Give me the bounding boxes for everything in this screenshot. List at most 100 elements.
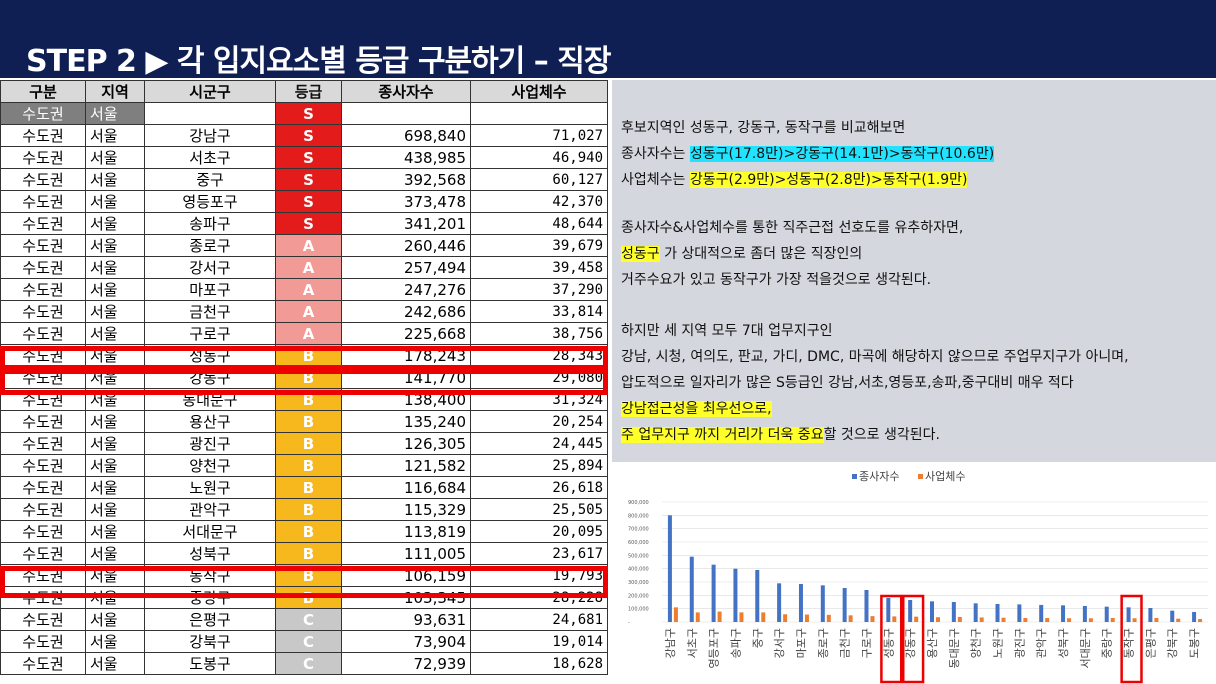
cell-district: 금천구 — [144, 300, 276, 323]
subheader-employees — [341, 102, 471, 125]
table-row: 수도권 서울 강북구 C 73,904 19,014 — [0, 630, 608, 653]
chart-bar — [733, 568, 738, 622]
chart-bar — [804, 614, 809, 622]
cell-region: 서울 — [85, 432, 145, 455]
grade-badge: A — [275, 234, 342, 257]
grade-badge: B — [275, 454, 342, 477]
cell-category: 수도권 — [0, 212, 86, 235]
cell-employees: 242,686 — [341, 300, 471, 323]
highlighted-text: 강남접근성을 최우선으로, — [621, 401, 772, 417]
highlight-box — [880, 594, 903, 684]
analysis-text: 가 상대적으로 좀더 많은 직장인의 — [659, 246, 863, 262]
x-tick-label: 중랑구 — [1101, 628, 1114, 658]
chart-bar — [870, 616, 875, 622]
cell-region: 서울 — [85, 476, 145, 499]
cell-category: 수도권 — [0, 498, 86, 521]
chart-bar — [1170, 610, 1175, 622]
chart-bar — [1104, 606, 1109, 622]
cell-region: 서울 — [85, 124, 145, 147]
cell-district: 서초구 — [144, 146, 276, 169]
x-tick-label: 도봉구 — [1188, 628, 1201, 658]
x-tick-label: 종로구 — [817, 628, 830, 658]
table-row: 수도권 서울 종로구 A 260,446 39,679 — [0, 234, 608, 257]
highlighted-text: 강동구(2.9만)>성동구(2.8만)>동작구(1.9만) — [689, 172, 968, 188]
chart-bar — [711, 564, 716, 622]
chart-bar — [1017, 604, 1022, 622]
cell-district: 강남구 — [144, 124, 276, 147]
subheader-businesses — [470, 102, 608, 125]
x-tick-label: 마포구 — [795, 628, 808, 658]
table-row: 수도권 서울 노원구 B 116,684 26,618 — [0, 476, 608, 499]
cell-region: 서울 — [85, 278, 145, 301]
table-row: 수도권 서울 구로구 A 225,668 38,756 — [0, 322, 608, 345]
grade-badge: S — [275, 124, 342, 147]
grade-badge: S — [275, 190, 342, 213]
cell-region: 서울 — [85, 300, 145, 323]
x-tick-label: 관악구 — [1035, 628, 1048, 658]
chart-bar — [1192, 612, 1197, 622]
x-tick-label: 강북구 — [1166, 628, 1179, 658]
cell-district: 서대문구 — [144, 520, 276, 543]
chart-bar — [1088, 618, 1093, 622]
chart-bar — [930, 601, 934, 622]
x-tick-label: 송파구 — [729, 628, 742, 658]
cell-businesses: 33,814 — [470, 300, 608, 323]
cell-employees: 135,240 — [341, 410, 471, 433]
cell-district: 용산구 — [144, 410, 276, 433]
subheader-region: 서울 — [85, 102, 145, 125]
grade-badge: B — [275, 432, 342, 455]
cell-businesses: 23,617 — [470, 542, 608, 565]
cell-businesses: 60,127 — [470, 168, 608, 191]
cell-region: 서울 — [85, 146, 145, 169]
cell-businesses: 38,756 — [470, 322, 608, 345]
chart-bar — [1023, 618, 1028, 622]
cell-businesses: 39,458 — [470, 256, 608, 279]
cell-category: 수도권 — [0, 256, 86, 279]
chart-bar — [951, 602, 956, 622]
legend-swatch — [918, 474, 923, 479]
table-row: 수도권 서울 중구 S 392,568 60,127 — [0, 168, 608, 191]
table-row: 수도권 서울 영등포구 S 373,478 42,370 — [0, 190, 608, 213]
cell-district: 광진구 — [144, 432, 276, 455]
x-tick-label: 강남구 — [664, 628, 677, 658]
cell-region: 서울 — [85, 520, 145, 543]
cell-district: 관악구 — [144, 498, 276, 521]
table-row: 수도권 서울 은평구 C 93,631 24,681 — [0, 608, 608, 631]
district-bar-chart: 900,000 800,000 700,000 600,000 500,000 400,0… — [628, 470, 1208, 684]
chart-bar — [1132, 618, 1137, 622]
cell-employees: 116,684 — [341, 476, 471, 499]
cell-employees: 113,819 — [341, 520, 471, 543]
chart-bar — [755, 570, 760, 622]
chart-bar — [1176, 618, 1181, 622]
x-tick-label: 중구 — [751, 628, 764, 648]
grade-badge: B — [275, 520, 342, 543]
x-tick-label: 금천구 — [838, 628, 852, 658]
analysis-line: 거주수요가 있고 동작구가 가장 적을것으로 생각된다. — [621, 272, 932, 288]
chart-bar — [1198, 619, 1203, 622]
cell-employees: 111,005 — [341, 542, 471, 565]
cell-category: 수도권 — [0, 476, 86, 499]
cell-businesses: 71,027 — [470, 124, 608, 147]
col-header-district: 시군구 — [144, 80, 276, 103]
cell-businesses: 19,014 — [470, 630, 608, 653]
cell-businesses: 39,679 — [470, 234, 608, 257]
analysis-line: 하지만 세 지역 모두 7대 업무지구인 — [621, 323, 833, 339]
cell-employees: 72,939 — [341, 652, 471, 675]
table-row: 수도권 서울 용산구 B 135,240 20,254 — [0, 410, 608, 433]
chart-bar — [936, 617, 940, 622]
chart-bar — [886, 598, 891, 622]
chart-bar — [864, 590, 869, 622]
cell-businesses: 20,254 — [470, 410, 608, 433]
cell-category: 수도권 — [0, 520, 86, 543]
cell-businesses: 42,370 — [470, 190, 608, 213]
cell-district: 구로구 — [144, 322, 276, 345]
x-tick-label: 동작구 — [1123, 628, 1136, 658]
grade-badge: C — [275, 652, 342, 675]
chart-bar — [1110, 618, 1115, 622]
chart-bar — [957, 616, 962, 622]
col-header-businesses: 사업체수 — [470, 80, 608, 103]
cell-district: 송파구 — [144, 212, 276, 235]
cell-region: 서울 — [85, 498, 145, 521]
highlight-box — [1120, 594, 1143, 684]
cell-category: 수도권 — [0, 410, 86, 433]
